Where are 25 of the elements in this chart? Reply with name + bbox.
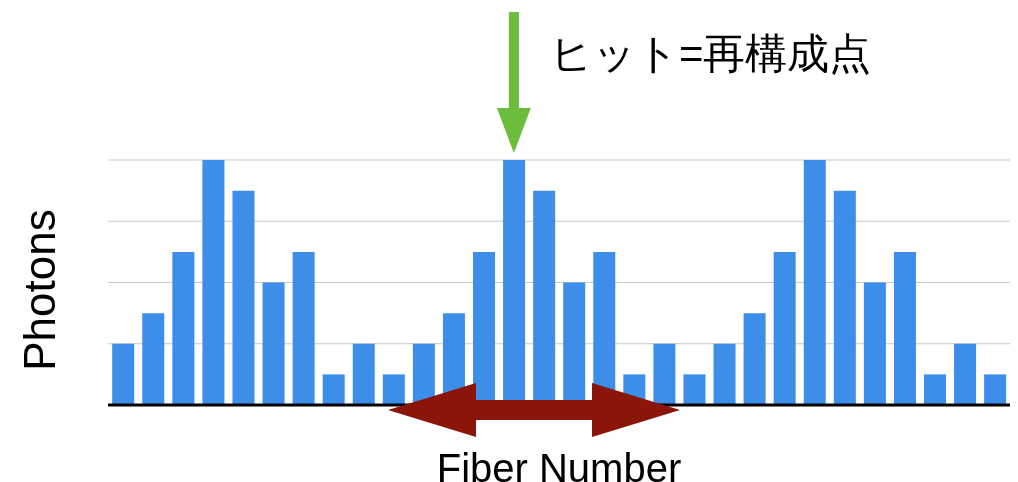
bar bbox=[833, 190, 856, 405]
bar bbox=[683, 374, 706, 405]
bar bbox=[954, 343, 977, 405]
bar bbox=[653, 343, 676, 405]
bar bbox=[743, 313, 766, 405]
bar bbox=[142, 313, 165, 405]
bar bbox=[803, 160, 826, 405]
bar bbox=[984, 374, 1007, 405]
bar bbox=[232, 190, 255, 405]
bar bbox=[172, 251, 195, 405]
bar bbox=[893, 251, 916, 405]
y-axis-title: Photons bbox=[15, 209, 65, 371]
bar bbox=[322, 374, 345, 405]
bar bbox=[382, 374, 405, 405]
bar bbox=[863, 282, 886, 405]
bar bbox=[713, 343, 736, 405]
bar bbox=[202, 160, 225, 405]
bar bbox=[352, 343, 375, 405]
text: ヒット=再構成点 bbox=[549, 29, 872, 79]
x-axis-title: Fiber Number bbox=[436, 446, 682, 482]
bar bbox=[292, 251, 315, 405]
bar bbox=[773, 251, 796, 405]
bar bbox=[262, 282, 285, 405]
bar bbox=[112, 343, 135, 405]
bar bbox=[924, 374, 947, 405]
